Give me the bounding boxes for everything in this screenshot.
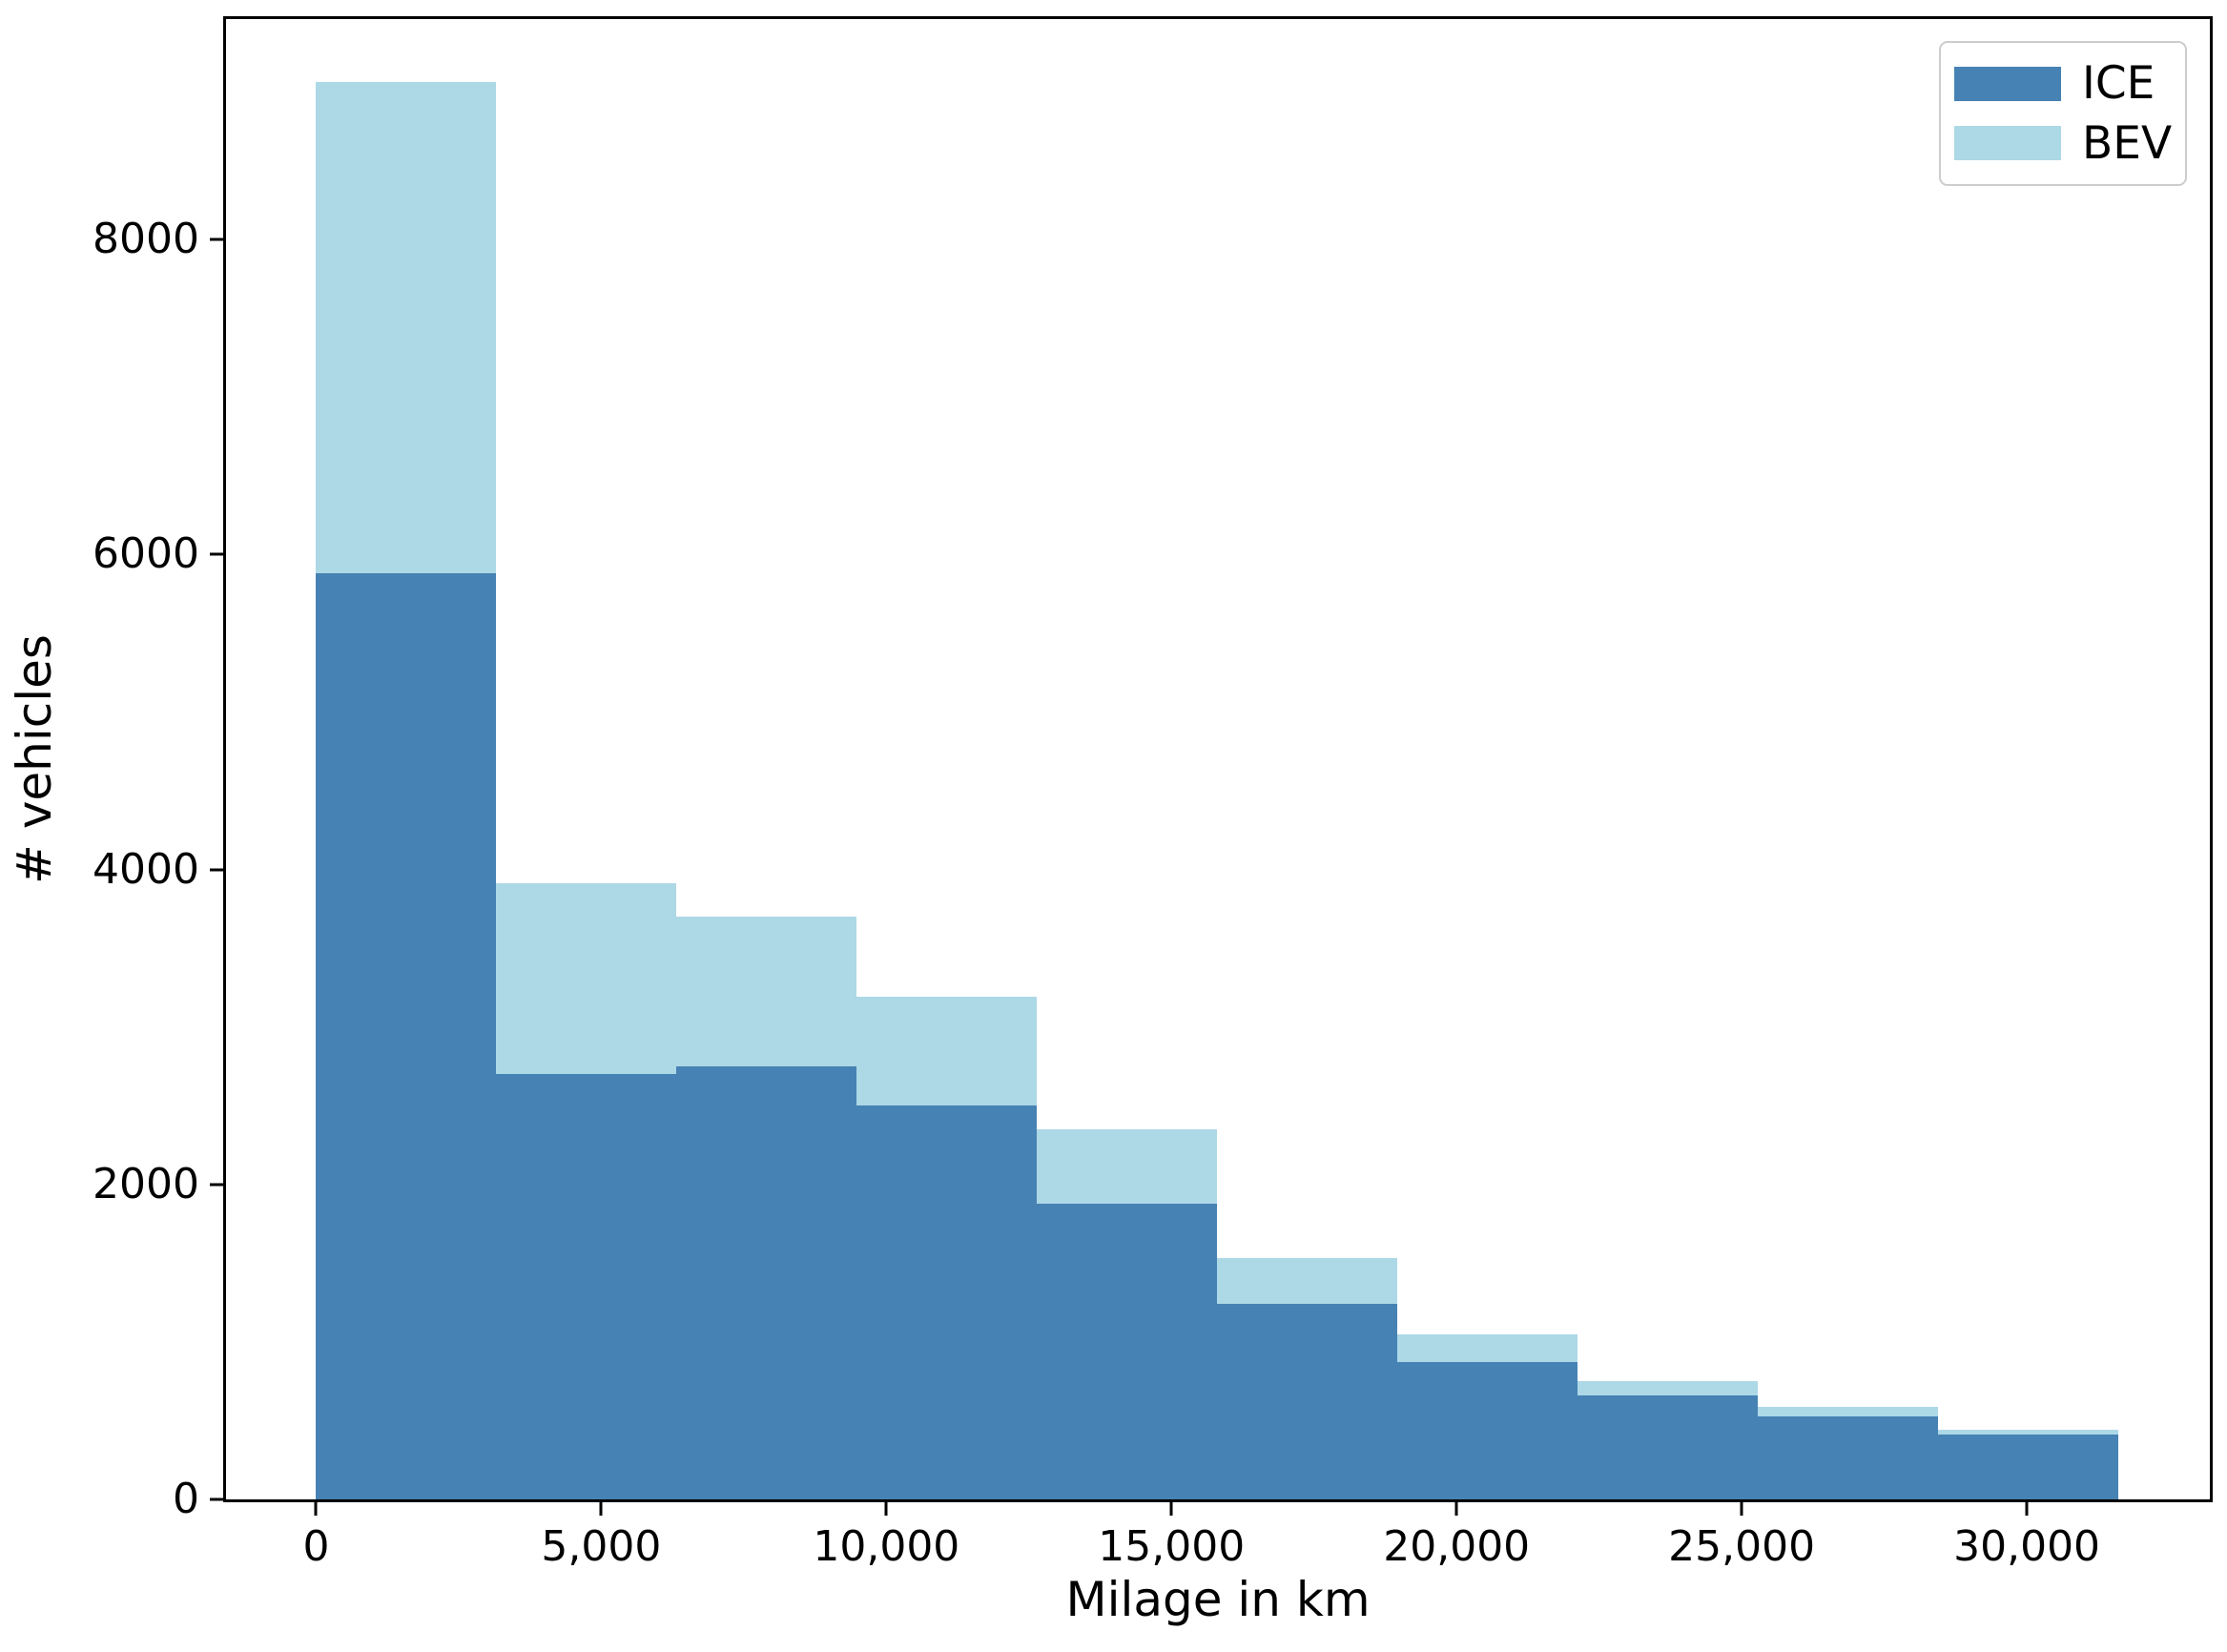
bar-segment-ice-5 <box>1217 1304 1398 1499</box>
legend-swatch-ice <box>1954 66 2061 101</box>
x-tick-label-5000: 5,000 <box>541 1522 662 1571</box>
x-tick-label-20000: 20,000 <box>1383 1522 1531 1571</box>
legend-entry-ice: ICE <box>1954 61 2185 106</box>
histogram-bar-4 <box>1037 1129 1218 1499</box>
histogram-bar-8 <box>1757 1406 1938 1499</box>
histogram-bar-5 <box>1217 1258 1398 1499</box>
y-tick-label-4000: 4000 <box>93 844 199 894</box>
legend-label-bev: BEV <box>2082 116 2173 170</box>
x-axis-title: Milage in km <box>1065 1572 1371 1627</box>
plot-area: 0 5,000 10,000 15,000 20,000 25,000 30,000 0 20… <box>93 19 2210 1570</box>
x-tick-mark-25000 <box>1740 1502 1743 1516</box>
legend-swatch-bev <box>1954 126 2061 161</box>
x-tick-mark-0 <box>314 1502 318 1516</box>
histogram-bar-1 <box>496 883 677 1499</box>
bar-segment-ice-3 <box>856 1105 1038 1499</box>
bar-segment-ice-6 <box>1397 1362 1577 1499</box>
x-tick-mark-15000 <box>1169 1502 1173 1516</box>
legend: ICE BEV <box>1939 41 2187 186</box>
y-tick-mark-6000 <box>210 552 223 556</box>
bar-segment-ice-0 <box>316 573 497 1499</box>
x-tick-mark-5000 <box>599 1502 603 1516</box>
bar-segment-ice-8 <box>1757 1415 1938 1499</box>
x-tick-mark-20000 <box>1454 1502 1458 1516</box>
bar-segment-ice-2 <box>676 1065 857 1499</box>
y-axis-title: # vehicles <box>7 634 62 884</box>
y-tick-mark-4000 <box>210 868 223 872</box>
bar-segment-ice-9 <box>1937 1435 2118 1499</box>
bar-segment-ice-4 <box>1037 1203 1218 1499</box>
y-tick-mark-0 <box>210 1497 223 1501</box>
y-tick-mark-8000 <box>210 237 223 241</box>
histogram-bar-9 <box>1937 1429 2118 1499</box>
y-tick-label-6000: 6000 <box>93 529 199 579</box>
histogram-bar-2 <box>676 917 857 1499</box>
y-tick-label-8000: 8000 <box>93 215 199 264</box>
histogram-bar-0 <box>316 82 497 1499</box>
y-tick-label-2000: 2000 <box>93 1159 199 1208</box>
bar-segment-ice-1 <box>496 1074 677 1499</box>
y-tick-mark-2000 <box>210 1183 223 1187</box>
x-tick-label-15000: 15,000 <box>1098 1522 1246 1571</box>
histogram-bar-6 <box>1397 1333 1577 1499</box>
legend-label-ice: ICE <box>2082 57 2155 111</box>
x-tick-label-25000: 25,000 <box>1668 1522 1816 1571</box>
histogram-bar-3 <box>856 997 1038 1499</box>
x-tick-label-0: 0 <box>302 1522 330 1571</box>
bar-segment-ice-7 <box>1577 1395 1758 1499</box>
y-tick-label-0: 0 <box>173 1475 199 1523</box>
histogram-bar-7 <box>1577 1381 1758 1499</box>
x-tick-label-30000: 30,000 <box>1953 1522 2101 1571</box>
x-tick-mark-30000 <box>2025 1502 2029 1516</box>
x-tick-mark-10000 <box>884 1502 888 1516</box>
legend-entry-bev: BEV <box>1954 121 2185 166</box>
x-tick-label-10000: 10,000 <box>813 1522 960 1571</box>
